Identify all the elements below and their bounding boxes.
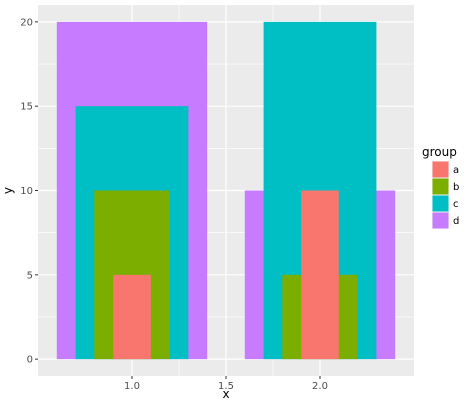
x-axis: 1.0 1.5 2.0	[124, 376, 328, 392]
legend-swatch-d	[432, 212, 449, 229]
y-tick-label: 15	[20, 102, 33, 113]
y-axis: 0 5 10 15 20	[20, 17, 38, 366]
y-tick-label: 5	[27, 270, 33, 281]
legend-label-c: c	[453, 199, 459, 210]
x-axis-title: x	[222, 387, 229, 401]
y-tick-label: 20	[20, 17, 33, 28]
bar-a-x2	[301, 190, 339, 360]
legend-swatch-b	[432, 178, 449, 195]
x-tick-label: 1.5	[218, 381, 234, 392]
legend-swatch-c	[432, 195, 449, 212]
y-axis-title: y	[1, 187, 15, 194]
bar-a-x1	[113, 274, 151, 360]
bars	[56, 21, 396, 360]
y-tick-label: 10	[20, 186, 33, 197]
legend-swatch-a	[432, 161, 449, 178]
x-tick-label: 2.0	[312, 381, 328, 392]
legend-label-b: b	[453, 182, 459, 193]
legend-label-a: a	[453, 165, 459, 176]
y-tick-label: 0	[27, 355, 33, 366]
x-tick-label: 1.0	[124, 381, 140, 392]
legend-label-d: d	[453, 216, 459, 227]
legend-title: group	[422, 145, 457, 159]
